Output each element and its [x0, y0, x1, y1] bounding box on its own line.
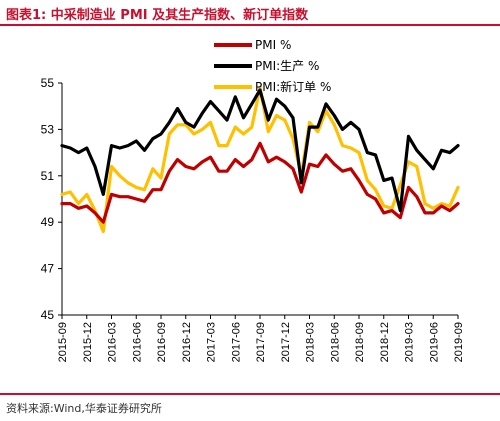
- x-axis: 2015-09 2015-12 2016-03 2016-06 2016-09 2016-…: [57, 314, 465, 362]
- x-tick-label: 2015-09: [57, 322, 69, 362]
- x-tick-label: 2018-06: [329, 322, 341, 362]
- y-tick-label: 47: [41, 262, 55, 276]
- x-tick-label: 2019-09: [453, 322, 465, 362]
- y-tick-label: 55: [41, 76, 55, 90]
- y-tick-label: 53: [41, 122, 55, 136]
- y-tick-label: 51: [41, 169, 55, 183]
- legend-label-0: PMI %: [255, 38, 291, 52]
- series-line-1: [60, 88, 460, 213]
- footer-rule: [0, 393, 500, 395]
- x-tick-label: 2017-12: [280, 322, 292, 362]
- page-title: 图表1: 中采制造业 PMI 及其生产指数、新订单指数: [6, 8, 309, 23]
- y-tick-label: 45: [41, 308, 55, 322]
- series-line-0: [60, 141, 460, 224]
- y-axis: 45 47 49 51 53 55: [41, 76, 63, 322]
- legend-label-1: PMI:生产 %: [255, 59, 319, 73]
- x-tick-label: 2017-03: [206, 322, 218, 362]
- x-tick-label: 2019-06: [428, 322, 440, 362]
- series-line-2: [60, 85, 460, 234]
- x-tick-label: 2016-12: [181, 322, 193, 362]
- source-note: 资料来源:Wind,华泰证券研究所: [6, 402, 162, 415]
- x-tick-label: 2017-06: [230, 322, 242, 362]
- legend: PMI % PMI:生产 % PMI:新订单 %: [214, 38, 331, 94]
- x-tick-label: 2018-12: [379, 322, 391, 362]
- x-tick-label: 2017-09: [255, 322, 267, 362]
- x-tick-label: 2019-03: [404, 322, 416, 362]
- legend-label-2: PMI:新订单 %: [255, 79, 331, 94]
- line-chart: 45 47 49 51 53 55 2015-09 2015-12 2016-03 2016-0…: [41, 38, 465, 362]
- x-tick-label: 2016-06: [131, 322, 143, 362]
- x-tick-label: 2015-12: [82, 322, 94, 362]
- x-tick-label: 2016-09: [156, 322, 168, 362]
- series-lines: [60, 85, 460, 234]
- x-tick-label: 2018-03: [305, 322, 317, 362]
- title-rule: [0, 24, 500, 26]
- y-tick-label: 49: [41, 215, 55, 229]
- x-tick-label: 2016-03: [107, 322, 119, 362]
- x-tick-label: 2018-09: [354, 322, 366, 362]
